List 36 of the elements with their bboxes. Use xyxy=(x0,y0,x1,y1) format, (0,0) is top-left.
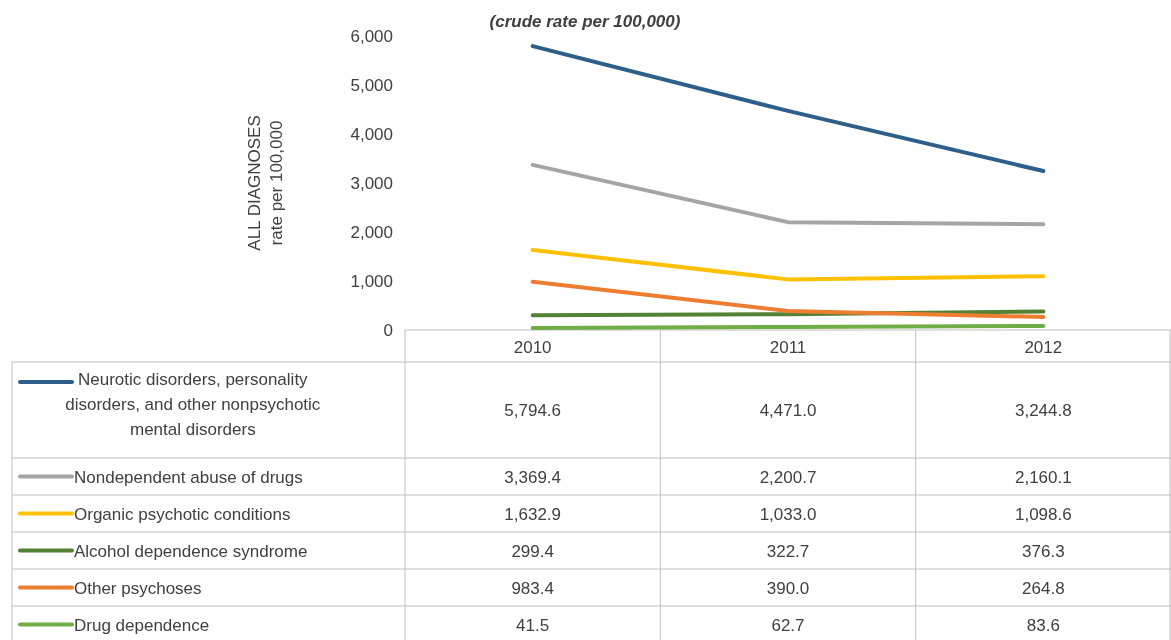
y-axis-title: ALL DIAGNOSES rate per 100,000 xyxy=(245,115,286,251)
data-label: 376.3 xyxy=(1022,541,1065,561)
y-tick-label: 1,000 xyxy=(350,271,393,291)
x-tick-label: 2012 xyxy=(1024,338,1063,357)
y-tick-label: 3,000 xyxy=(350,173,393,193)
data-label: 2,200.7 xyxy=(759,467,817,487)
y-tick-label: 0 xyxy=(383,320,393,340)
data-label: 1,632.9 xyxy=(504,504,562,524)
legend-label: Drug dependence xyxy=(74,615,210,635)
data-label: 264.8 xyxy=(1022,578,1065,598)
data-label: 83.6 xyxy=(1026,615,1060,635)
data-label: 1,098.6 xyxy=(1014,504,1072,524)
legend-label: Neurotic disorders, personality disorders, and other nonpsychotic mental disorders xyxy=(65,370,321,439)
data-label: 2,160.1 xyxy=(1014,467,1072,487)
legend-label: Nondependent abuse of drugs xyxy=(74,467,303,487)
data-label: 41.5 xyxy=(516,615,550,635)
x-tick-label: 2011 xyxy=(769,338,807,357)
legend-label: Organic psychotic conditions xyxy=(74,504,291,524)
data-label: 62.7 xyxy=(771,615,805,635)
y-tick-label: 2,000 xyxy=(350,222,393,242)
x-tick-label: 2010 xyxy=(513,338,552,357)
y-tick-label: 4,000 xyxy=(350,124,393,144)
chart-subtitle: (crude rate per 100,000) xyxy=(489,12,681,31)
y-tick-label: 5,000 xyxy=(350,75,393,95)
data-label: 4,471.0 xyxy=(759,401,817,420)
data-label: 322.7 xyxy=(766,541,810,561)
legend-label: Alcohol dependence syndrome xyxy=(74,541,308,561)
data-label: 3,369.4 xyxy=(504,467,562,487)
y-tick-label: 6,000 xyxy=(350,26,393,46)
data-label: 983.4 xyxy=(511,578,554,598)
data-label: 5,794.6 xyxy=(504,401,562,420)
legend-label: Other psychoses xyxy=(74,578,202,598)
data-label: 3,244.8 xyxy=(1014,401,1072,420)
data-label: 1,033.0 xyxy=(759,504,817,524)
data-label: 299.4 xyxy=(511,541,554,561)
data-label: 390.0 xyxy=(766,578,810,598)
